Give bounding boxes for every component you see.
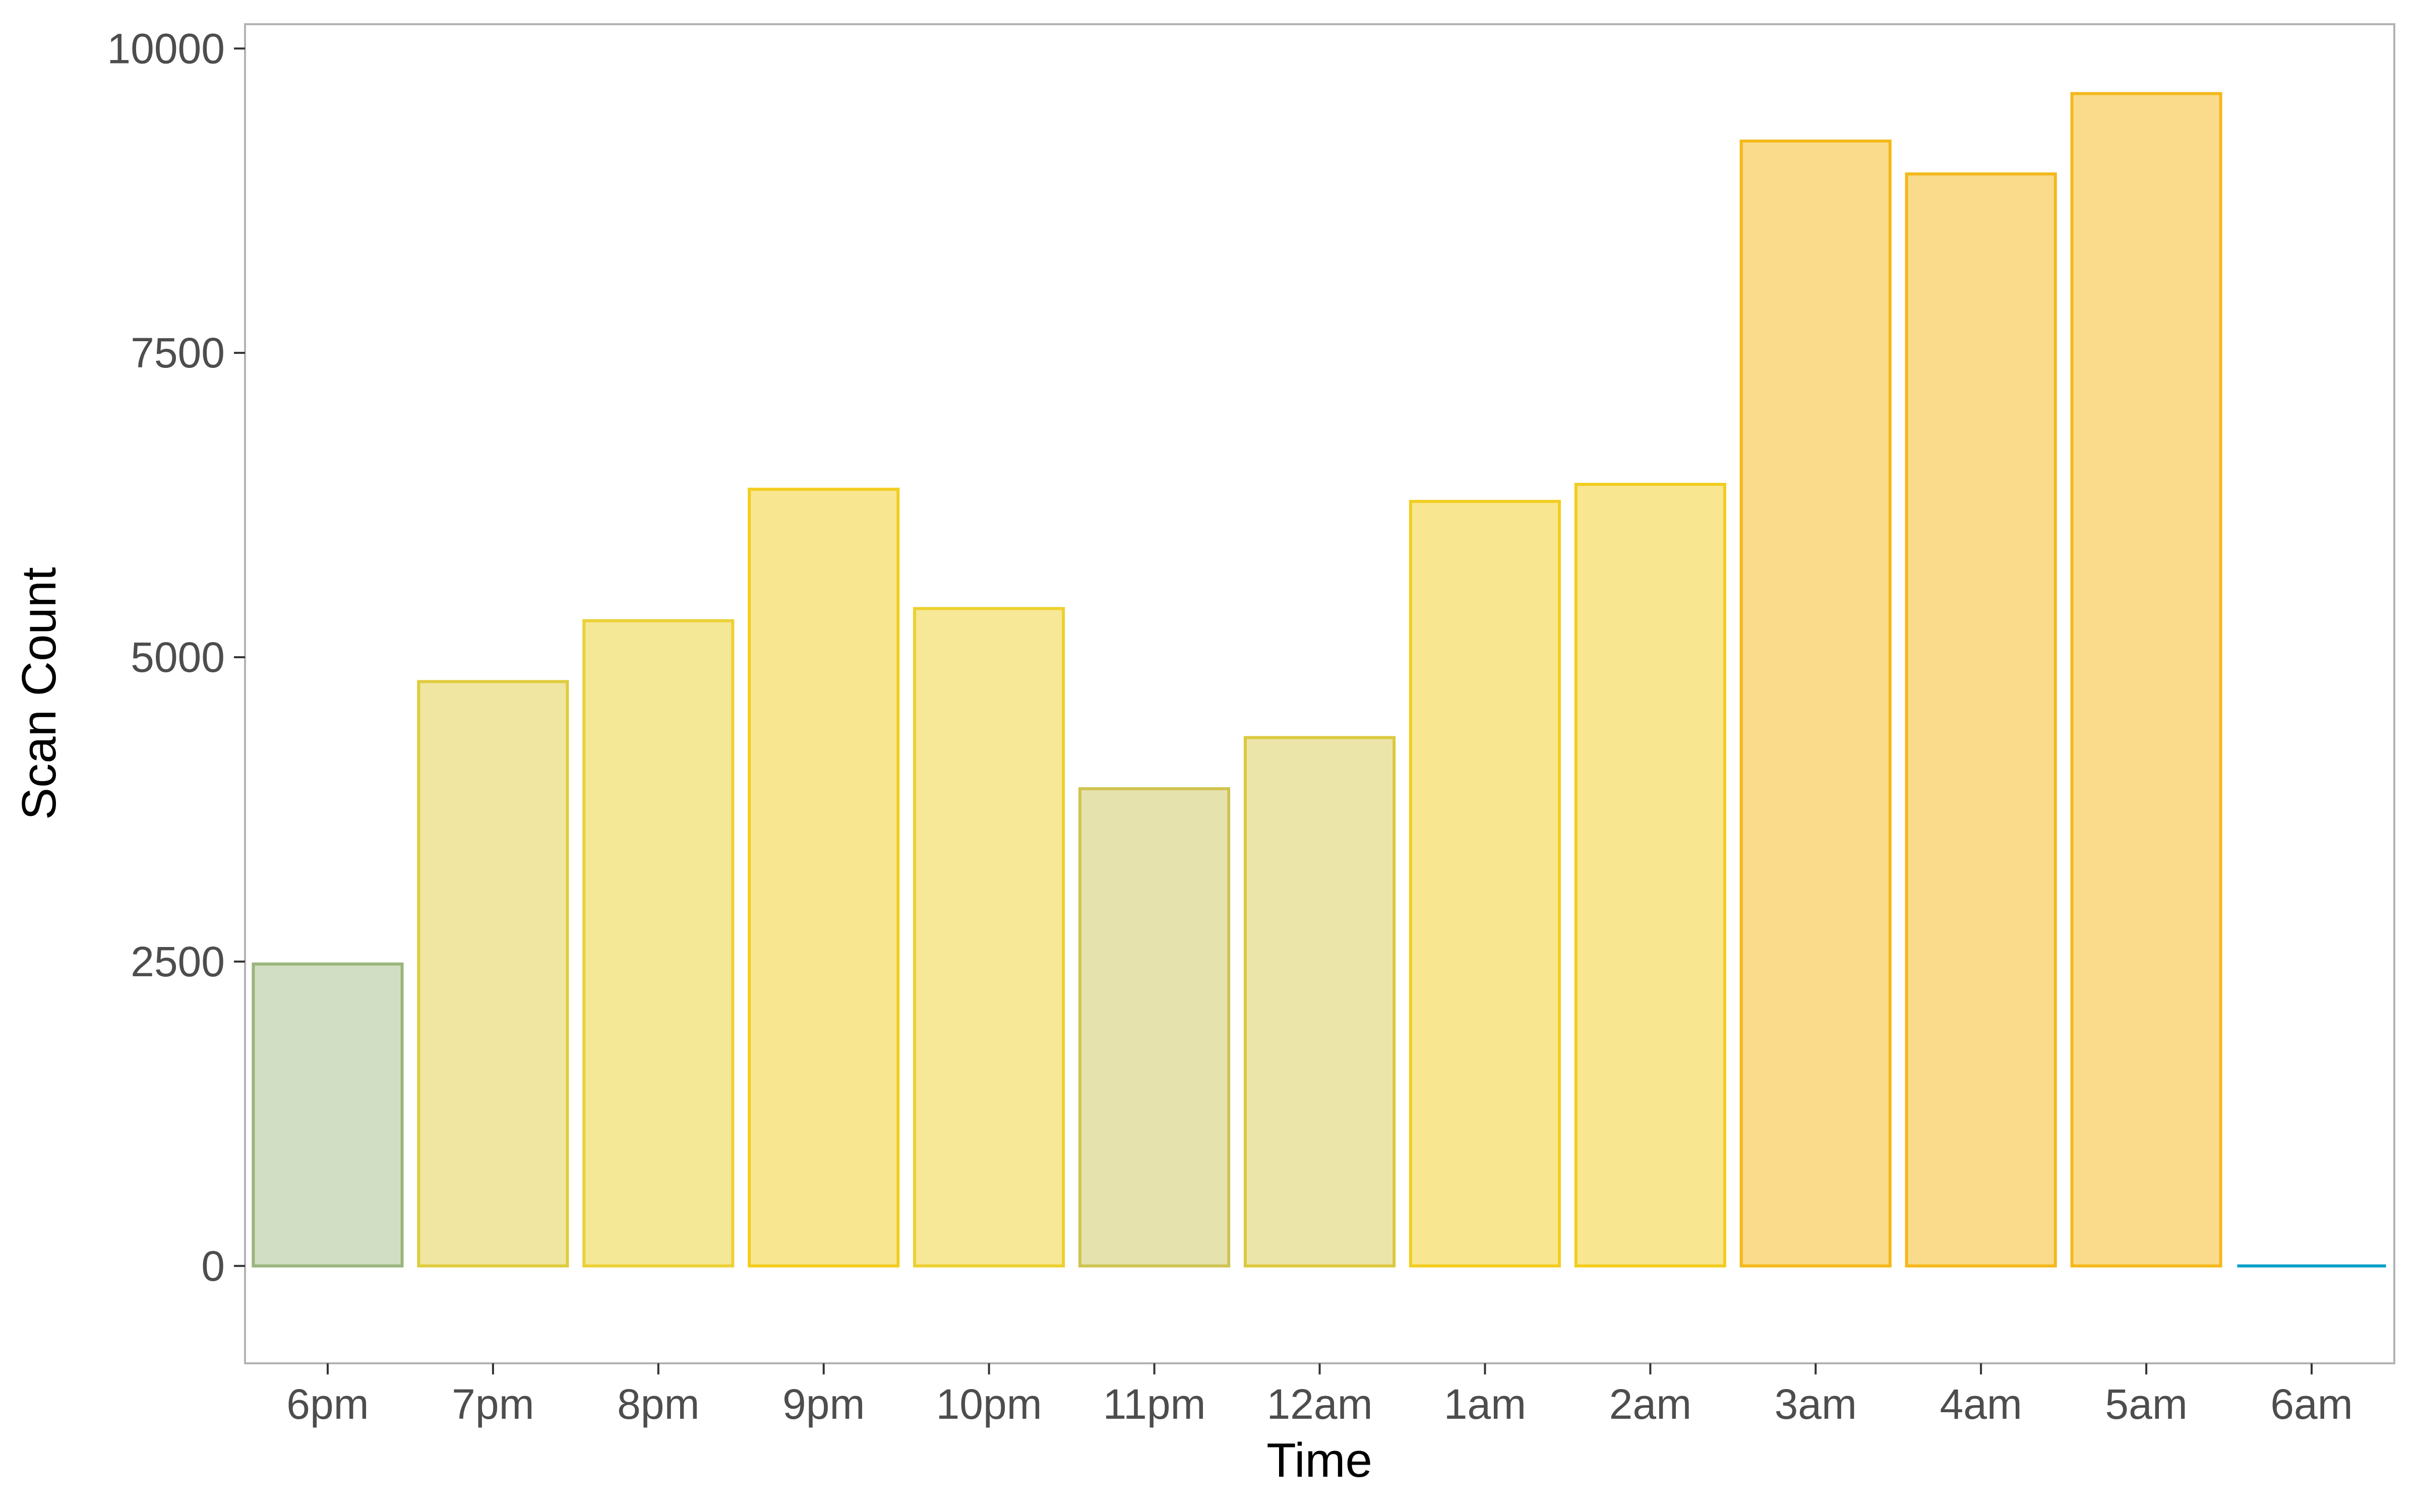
x-tick-label: 9pm [782, 1380, 865, 1428]
x-tick-label: 12am [1266, 1380, 1372, 1428]
bars [252, 92, 2386, 1268]
x-tick-label: 1am [1444, 1380, 1526, 1428]
x-tick-label: 8pm [617, 1380, 699, 1428]
bar-12am [1243, 736, 1396, 1268]
bar-7pm [417, 680, 569, 1268]
x-tick-label: 6pm [286, 1380, 369, 1428]
y-tick-label: 2500 [131, 938, 225, 985]
x-tick-label: 7pm [452, 1380, 534, 1428]
x-axis-title: Time [1266, 1433, 1372, 1487]
bar-4am [1905, 172, 2057, 1268]
bar-10pm [913, 607, 1065, 1268]
bar-2am [1574, 483, 1726, 1268]
bar-5am [2070, 92, 2222, 1268]
y-axis: 0 2500 5000 7500 10000 [107, 25, 245, 1290]
bar-3am [1739, 139, 1892, 1268]
y-tick-label: 0 [201, 1242, 225, 1290]
y-tick-label: 5000 [131, 634, 225, 681]
x-tick-label: 5am [2105, 1380, 2187, 1428]
bar-9pm [748, 487, 900, 1268]
bar-6pm [252, 962, 404, 1268]
x-tick-label: 10pm [936, 1380, 1042, 1428]
bar-1am [1409, 499, 1561, 1268]
x-tick-label: 11pm [1103, 1380, 1206, 1428]
y-axis-title: Scan Count [12, 567, 66, 820]
x-tick-label: 2am [1609, 1380, 1691, 1428]
x-tick-label: 4am [1940, 1380, 2022, 1428]
bar-11pm [1078, 787, 1231, 1268]
y-tick-label: 10000 [107, 25, 225, 72]
x-axis: 6pm 7pm 8pm 9pm 10pm 11pm 12am 1am 2am 3am 4am 5am 6… [286, 1363, 2353, 1428]
x-tick-label: 6am [2270, 1380, 2352, 1428]
bar-8pm [582, 619, 735, 1268]
y-tick-label: 7500 [131, 329, 225, 376]
x-tick-label: 3am [1775, 1380, 1857, 1428]
